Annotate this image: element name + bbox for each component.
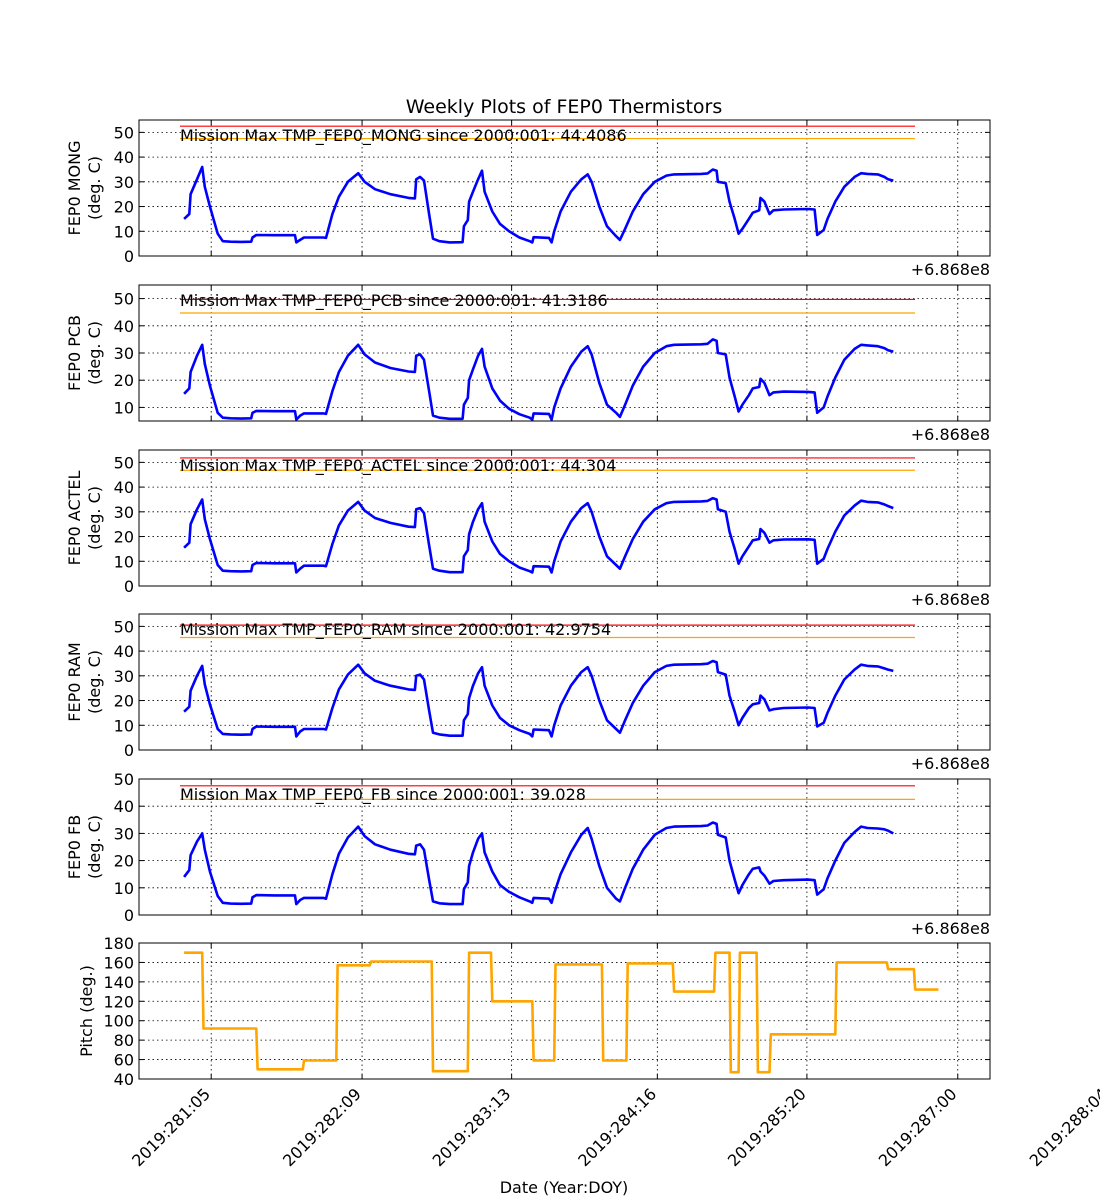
x-tick-label: 2019:285:20 [724,1084,810,1170]
plot-frame [138,119,991,257]
mission-max-annotation: Mission Max TMP_FEP0_ACTEL since 2000:00… [180,456,616,476]
mission-max-annotation: Mission Max TMP_FEP0_MONG since 2000:001… [180,126,627,146]
y-axis-label-line2: (deg. C) [85,321,104,385]
series-line-1 [183,338,894,421]
panel-4: Mission Max TMP_FEP0_RAM since 2000:001:… [65,613,991,773]
axis-offset-label: +6.868e8 [911,425,990,444]
axis-offset-label: +6.868e8 [911,754,990,773]
plot-frame [138,942,991,1080]
y-axis-label-line2: (deg. C) [85,650,104,714]
y-axis-label: Pitch (deg.) [77,965,96,1057]
panel-2: Mission Max TMP_FEP0_PCB since 2000:001:… [65,284,991,444]
x-tick-label: 2019:287:00 [875,1084,961,1170]
y-tick-label: 40 [114,317,134,336]
y-tick-label: 30 [114,173,134,192]
y-axis-label-line1: Pitch (deg.) [77,965,96,1057]
y-tick-label: 140 [103,973,134,992]
y-tick-label: 10 [114,716,134,735]
y-axis-label: FEP0 MONG(deg. C) [65,141,104,236]
plot-frame [138,613,991,751]
plot-frame [138,449,991,587]
x-axis-label: Date (Year:DOY) [500,1178,629,1197]
y-axis-label-line1: FEP0 MONG [65,141,84,236]
y-tick-label: 120 [103,992,134,1011]
y-tick-label: 40 [114,478,134,497]
series-line-1 [183,496,894,574]
y-tick-label: 50 [114,770,134,789]
y-tick-label: 50 [114,290,134,309]
x-tick-label: 2019:283:13 [429,1084,515,1170]
y-tick-label: 20 [114,371,134,390]
y-axis-label: FEP0 FB(deg. C) [65,815,104,879]
mission-max-annotation: Mission Max TMP_FEP0_RAM since 2000:001:… [180,620,611,640]
plot-frame [138,778,991,916]
series-line-1 [183,165,894,244]
y-tick-label: 30 [114,503,134,522]
y-tick-label: 0 [124,577,134,596]
y-axis-label-line1: FEP0 RAM [65,642,84,721]
y-tick-label: 40 [114,148,134,167]
panels: Mission Max TMP_FEP0_MONG since 2000:001… [65,119,1100,1170]
series-line-1 [183,821,894,906]
x-tick-label: 2019:282:09 [279,1084,365,1170]
panel-5: Mission Max TMP_FEP0_FB since 2000:001: … [65,770,991,938]
y-tick-label: 60 [114,1051,134,1070]
x-tick-label: 2019:288:04 [1026,1084,1100,1170]
mission-max-annotation: Mission Max TMP_FEP0_PCB since 2000:001:… [180,291,608,311]
y-tick-label: 100 [103,1012,134,1031]
y-tick-label: 10 [114,879,134,898]
y-tick-label: 10 [114,222,134,241]
y-tick-label: 0 [124,906,134,925]
y-tick-label: 50 [114,123,134,142]
y-tick-label: 30 [114,824,134,843]
series-line-1 [184,951,939,1074]
panel-1: Mission Max TMP_FEP0_MONG since 2000:001… [65,119,991,279]
y-axis-label-line2: (deg. C) [85,486,104,550]
y-axis-label-line1: FEP0 PCB [65,315,84,391]
figure-title: Weekly Plots of FEP0 Thermistors [406,96,723,118]
y-axis-label-line1: FEP0 ACTEL [65,470,84,565]
y-tick-label: 40 [114,797,134,816]
x-tick-label: 2019:281:05 [128,1084,214,1170]
y-tick-label: 0 [124,741,134,760]
y-tick-label: 10 [114,398,134,417]
axis-offset-label: +6.868e8 [911,919,990,938]
y-tick-label: 40 [114,642,134,661]
axis-offset-label: +6.868e8 [911,590,990,609]
y-tick-label: 30 [114,667,134,686]
y-tick-label: 0 [124,247,134,266]
series-line-1 [183,659,894,738]
y-tick-label: 20 [114,198,134,217]
y-tick-label: 180 [103,934,134,953]
y-tick-label: 50 [114,617,134,636]
y-tick-label: 20 [114,692,134,711]
y-tick-label: 20 [114,528,134,547]
y-tick-label: 50 [114,453,134,472]
y-tick-label: 30 [114,344,134,363]
mission-max-annotation: Mission Max TMP_FEP0_FB since 2000:001: … [180,785,586,805]
y-tick-label: 20 [114,852,134,871]
y-tick-label: 160 [103,953,134,972]
y-tick-label: 10 [114,552,134,571]
y-axis-label: FEP0 PCB(deg. C) [65,315,104,391]
x-tick-label: 2019:284:16 [574,1084,660,1170]
y-tick-label: 40 [114,1070,134,1089]
y-axis-label-line2: (deg. C) [85,156,104,220]
y-axis-label: FEP0 ACTEL(deg. C) [65,470,104,565]
y-axis-label-line2: (deg. C) [85,815,104,879]
panel-3: Mission Max TMP_FEP0_ACTEL since 2000:00… [65,449,991,609]
y-tick-label: 80 [114,1031,134,1050]
axis-offset-label: +6.868e8 [911,260,990,279]
y-axis-label-line1: FEP0 FB [65,815,84,879]
y-axis-label: FEP0 RAM(deg. C) [65,642,104,721]
